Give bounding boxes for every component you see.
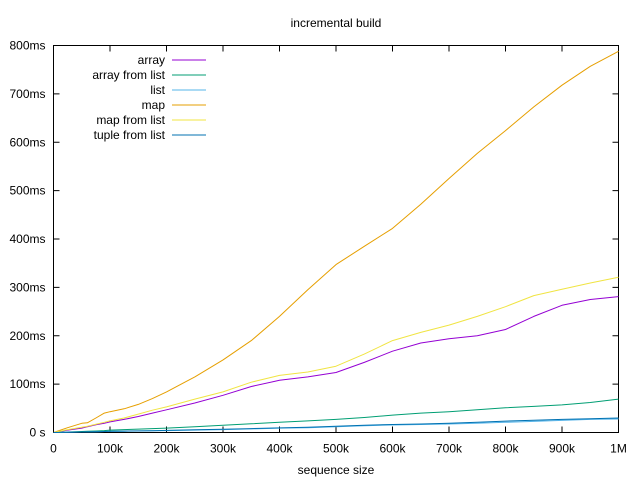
y-tick-label: 600ms: [9, 135, 45, 149]
y-tick-label: 300ms: [9, 280, 45, 294]
legend-label-tuple-from-list: tuple from list: [94, 128, 166, 142]
x-tick-label: 800k: [492, 442, 519, 456]
x-tick-label: 900k: [549, 442, 576, 456]
series-line-array: [53, 296, 619, 433]
y-tick-label: 400ms: [9, 232, 45, 246]
x-tick-label: 700k: [436, 442, 463, 456]
series-line-array-from-list: [53, 398, 619, 433]
plot-frame: [53, 45, 619, 433]
x-tick-label: 300k: [210, 442, 237, 456]
x-tick-label: 400k: [266, 442, 293, 456]
legend-label-map: map: [142, 98, 166, 112]
series-line-map: [53, 50, 619, 433]
legend-label-map-from-list: map from list: [96, 113, 165, 127]
x-tick-label: 600k: [379, 442, 406, 456]
x-tick-label: 100k: [97, 442, 124, 456]
x-tick-label: 500k: [323, 442, 350, 456]
x-axis-label: sequence size: [298, 463, 375, 477]
chart-title: incremental build: [291, 16, 382, 30]
y-tick-label: 700ms: [9, 87, 45, 101]
x-tick-label: 1M: [610, 442, 627, 456]
y-tick-label: 500ms: [9, 184, 45, 198]
y-tick-label: 0 s: [29, 426, 45, 440]
series-line-map-from-list: [53, 276, 619, 433]
series-lines: [53, 50, 619, 433]
x-tick-label: 200k: [153, 442, 180, 456]
legend-label-array-from-list: array from list: [92, 68, 165, 82]
y-tick-label: 200ms: [9, 329, 45, 343]
legend-label-array: array: [138, 53, 165, 67]
axis-ticks: 0 100k 200k 300k 400k 500k 600k 700k 800k 900k 1M 0…: [9, 39, 626, 456]
x-tick-label: 0: [50, 442, 57, 456]
legend-label-list: list: [150, 83, 165, 97]
y-tick-label: 100ms: [9, 377, 45, 391]
y-tick-label: 800ms: [9, 39, 45, 53]
series-line-tuple-from-list: [53, 417, 619, 433]
